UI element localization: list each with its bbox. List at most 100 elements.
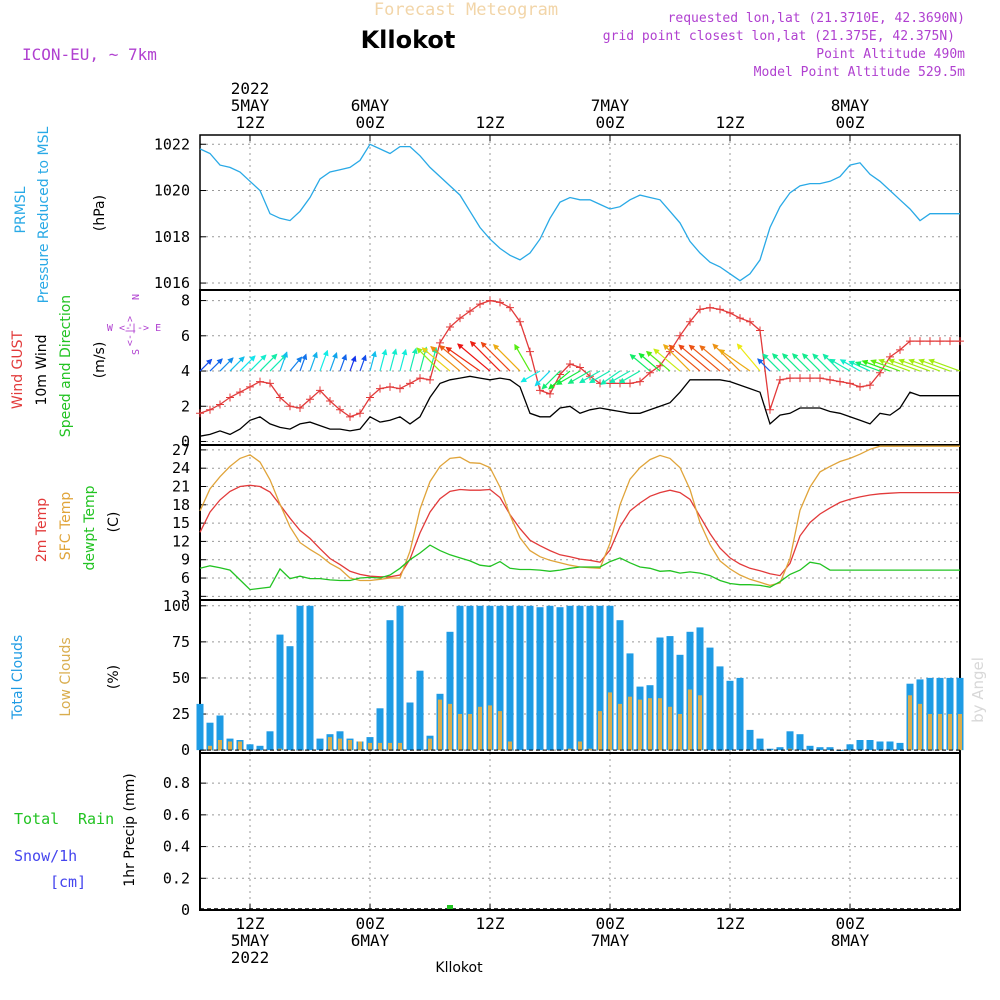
point-altitude: Point Altitude 490m xyxy=(816,47,965,62)
gust-point-marker xyxy=(726,308,734,317)
total-clouds-label: Total Clouds xyxy=(10,635,26,720)
wind-direction-arrow xyxy=(389,348,398,372)
wind-direction-arrow xyxy=(928,358,961,372)
bottom-time-label: 2022 xyxy=(231,948,270,967)
total-clouds-bar xyxy=(296,605,304,751)
total-clouds-bar xyxy=(496,605,504,751)
bottom-time-label: 00Z xyxy=(596,914,625,933)
y-tick-label: 0.8 xyxy=(163,774,190,792)
wind-direction-arrow xyxy=(678,344,711,372)
total-clouds-bar xyxy=(596,605,604,751)
wind-direction-arrow xyxy=(898,358,931,372)
total-clouds-bar xyxy=(476,605,484,751)
gust-point-marker xyxy=(676,331,684,340)
bottom-time-label: 8MAY xyxy=(831,931,870,950)
low-clouds-bar xyxy=(638,699,642,751)
low-clouds-bar xyxy=(918,703,922,751)
wind-direction-arrow xyxy=(514,343,531,372)
wind-direction-arrow xyxy=(699,345,731,372)
gust-point-marker xyxy=(626,379,634,388)
gust-point-marker xyxy=(716,305,724,314)
wind-speed-dir-label: Speed and Direction xyxy=(58,295,74,437)
top-time-label: 7MAY xyxy=(591,96,630,115)
wind-direction-arrow xyxy=(589,370,611,384)
total-clouds-bar xyxy=(246,744,254,751)
total-clouds-bar xyxy=(826,747,834,751)
low-clouds-bar xyxy=(238,741,242,751)
total-clouds-bar xyxy=(726,680,734,751)
low-clouds-bar xyxy=(488,705,492,751)
total-clouds-bar xyxy=(676,654,684,751)
wind-direction-arrow xyxy=(399,348,408,372)
low-clouds-bar xyxy=(378,742,382,751)
bottom-time-label: 00Z xyxy=(836,914,865,933)
total-clouds-bar xyxy=(616,620,624,751)
gust-point-marker xyxy=(556,370,564,379)
total-clouds-bar xyxy=(696,627,704,751)
clouds-panel xyxy=(196,605,964,751)
gust-point-marker xyxy=(856,382,864,391)
low-clouds-bar xyxy=(338,738,342,751)
top-time-label: 00Z xyxy=(596,113,625,132)
gust-point-marker xyxy=(266,379,274,388)
total-clouds-bar xyxy=(306,605,314,751)
total-clouds-bar xyxy=(606,605,614,751)
y-tick-label: 6 xyxy=(181,569,190,587)
low-clouds-bar xyxy=(468,714,472,751)
model-label: ICON-EU, ~ 7km xyxy=(22,45,157,64)
gust-point-marker xyxy=(796,374,804,383)
total-clouds-bar xyxy=(666,636,674,751)
total-clouds-bar xyxy=(516,605,524,751)
wind-direction-arrow xyxy=(757,358,771,372)
wind-direction-arrow xyxy=(854,361,881,372)
wind-direction-arrow xyxy=(229,356,245,372)
gust-point-marker xyxy=(256,377,264,386)
total-clouds-bar xyxy=(706,647,714,751)
top-time-label: 12Z xyxy=(236,113,265,132)
low-clouds-bar xyxy=(428,738,432,751)
total-clouds-bar xyxy=(576,605,584,751)
wind-direction-arrows xyxy=(199,340,961,390)
low-clouds-label: Low Clouds xyxy=(58,637,74,716)
gust-point-marker xyxy=(636,377,644,386)
total-clouds-bar xyxy=(846,744,854,751)
gust-point-marker xyxy=(696,305,704,314)
low-clouds-bar xyxy=(438,699,442,751)
low-clouds-bar xyxy=(578,741,582,751)
total-clouds-bar xyxy=(816,747,824,751)
wind-direction-arrow xyxy=(469,340,501,372)
wind-direction-arrow xyxy=(319,349,329,372)
total-clouds-bar xyxy=(556,607,564,751)
total-clouds-bar xyxy=(386,620,394,751)
total-clouds-bar xyxy=(276,634,284,751)
bottom-time-label: 00Z xyxy=(356,914,385,933)
gust-point-marker xyxy=(416,374,424,383)
gust-point-marker xyxy=(806,374,814,383)
gust-point-marker xyxy=(956,337,964,346)
gust-point-marker xyxy=(746,317,754,326)
gust-point-marker xyxy=(216,400,224,409)
wind-direction-arrow xyxy=(359,354,367,372)
wind-panel-labels: Wind GUST 10m Wind Speed and Direction (… xyxy=(10,294,161,437)
gust-point-marker xyxy=(546,389,554,398)
low-clouds-bar xyxy=(628,696,632,751)
gridlines xyxy=(200,135,960,911)
series-10m-wind-line xyxy=(199,375,960,437)
gust-point-marker xyxy=(566,359,574,368)
low-clouds-bar xyxy=(668,706,672,751)
wind-direction-arrow xyxy=(534,370,551,387)
model-point-altitude: Model Point Altitude 529.5m xyxy=(754,65,965,80)
wind-direction-arrow xyxy=(918,358,951,372)
top-time-label: 6MAY xyxy=(351,96,390,115)
total-clouds-bar xyxy=(566,605,574,751)
low-clouds-bar xyxy=(788,748,792,751)
gust-point-marker xyxy=(316,386,324,395)
wind-direction-arrow xyxy=(718,349,751,372)
top-time-label: 00Z xyxy=(356,113,385,132)
wind-direction-arrow xyxy=(219,357,234,372)
y-tick-label: 3 xyxy=(181,587,190,605)
total-clouds-bar xyxy=(756,738,764,751)
total-clouds-bar xyxy=(806,745,814,751)
wind-direction-arrow xyxy=(369,350,377,372)
